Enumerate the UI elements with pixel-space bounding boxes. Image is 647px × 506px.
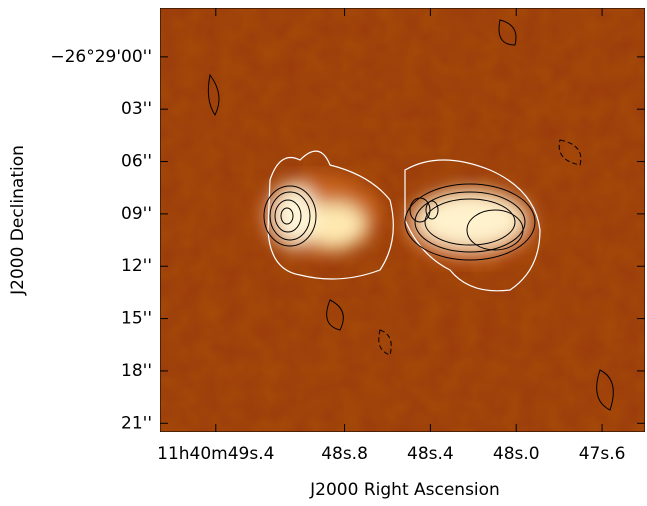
y-tick-label: −26°29'00''	[50, 47, 152, 67]
x-tick-label: 48s.8	[321, 444, 368, 464]
y-tick-label: 18''	[121, 361, 152, 381]
y-tick-label: 12''	[121, 256, 152, 276]
y-axis-label: J2000 Declination	[8, 145, 28, 296]
radio-map	[160, 8, 645, 432]
y-tick-label: 21''	[121, 413, 152, 433]
y-tick-label: 09''	[121, 204, 152, 224]
x-tick-label: 11h40m49s.4	[157, 444, 274, 464]
x-tick-label: 48s.4	[407, 444, 454, 464]
x-tick-label: 48s.0	[493, 444, 540, 464]
x-tick-label: 47s.6	[579, 444, 626, 464]
x-axis-label: J2000 Right Ascension	[309, 480, 500, 500]
y-tick-label: 06''	[121, 152, 152, 172]
y-tick-label: 15''	[121, 309, 152, 329]
y-tick-label: 03''	[121, 99, 152, 119]
